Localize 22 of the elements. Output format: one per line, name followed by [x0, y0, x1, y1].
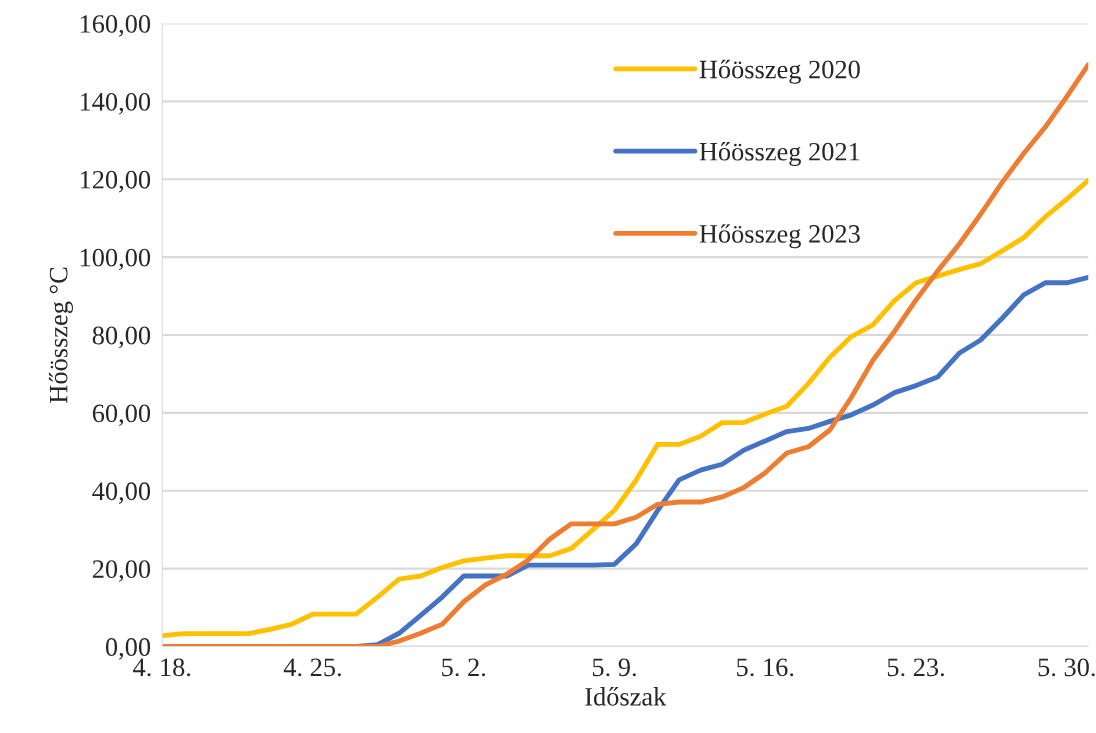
x-tick-label: 5. 2.: [442, 658, 486, 677]
x-tick-label: 5. 23.: [887, 658, 944, 677]
y-tick-label: 80,00: [92, 326, 151, 349]
y-tick-label: 100,00: [80, 248, 151, 271]
legend-label: Hőösszeg 2020: [699, 59, 860, 84]
y-tick-label: 40,00: [92, 482, 151, 504]
x-tick-label: 5. 9.: [592, 658, 636, 677]
x-tick-label: 4. 18.: [133, 658, 191, 677]
y-tick-label: 160,00: [80, 15, 151, 37]
x-tick-label: 5. 16.: [737, 658, 794, 677]
legend-label: Hőösszeg 2021: [699, 142, 860, 167]
y-tick-label: 20,00: [92, 560, 151, 582]
line-series: [162, 177, 1089, 639]
y-tick-label: 60,00: [92, 404, 151, 427]
x-tick-label: 4. 25.: [283, 658, 341, 677]
y-axis-title: Hőösszeg °C: [48, 267, 73, 403]
x-tick-label: 5. 30.: [1038, 658, 1095, 677]
y-tick-label: 120,00: [80, 170, 151, 193]
y-tick-label: 0,00: [105, 638, 151, 660]
x-axis-title: Időszak: [585, 687, 667, 706]
legend-label: Hőösszeg 2023: [699, 224, 860, 249]
y-tick-label: 140,00: [80, 92, 151, 115]
